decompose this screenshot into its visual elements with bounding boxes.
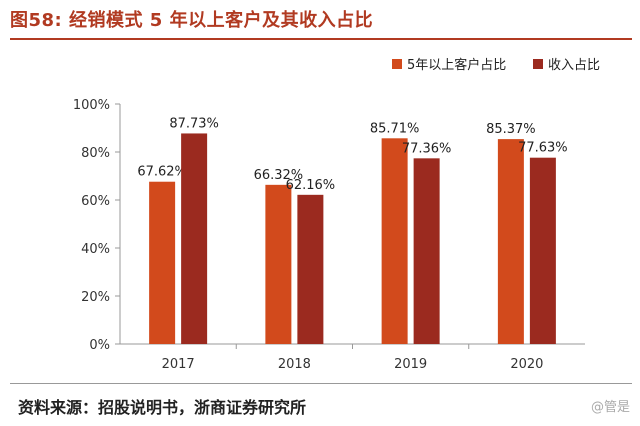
data-label: 66.32%: [254, 168, 304, 183]
y-tick-label: 100%: [73, 98, 110, 113]
bar-customer-share: [265, 184, 292, 344]
footer-divider: [10, 383, 632, 384]
bar-customer-share: [149, 181, 176, 344]
bar-chart: 0% 20% 40% 60% 80% 100% 67.62% 87.73% 2017 66.32%…: [73, 57, 600, 372]
source-note: 资料来源：招股说明书，浙商证券研究所: [18, 398, 307, 417]
legend-label: 5年以上客户占比: [407, 57, 506, 73]
data-label: 67.62%: [137, 165, 187, 180]
bar-revenue-share: [413, 158, 440, 344]
y-tick-label: 0%: [89, 338, 110, 353]
data-label: 77.36%: [402, 141, 452, 156]
data-label: 85.71%: [370, 121, 420, 136]
title-divider: [10, 38, 632, 40]
y-tick-label: 40%: [81, 242, 110, 257]
bar-customer-share: [497, 139, 524, 344]
data-label: 77.63%: [518, 141, 568, 156]
bar-revenue-share: [529, 157, 556, 344]
legend-label: 收入占比: [548, 58, 600, 73]
y-tick-label: 60%: [81, 194, 110, 209]
y-tick-label: 20%: [81, 290, 110, 305]
x-tick-label: 2020: [510, 357, 543, 372]
x-tick-label: 2017: [162, 357, 195, 372]
bar-revenue-share: [181, 133, 208, 344]
data-label: 85.37%: [486, 122, 536, 137]
chart-area: 0% 20% 40% 60% 80% 100% 67.62% 87.73% 2017 66.32%…: [0, 50, 640, 380]
x-tick-label: 2018: [278, 357, 311, 372]
figure-header: 图58: 经销模式 5 年以上客户及其收入占比: [0, 0, 640, 42]
watermark: @管是: [590, 400, 630, 415]
x-tick-label: 2019: [394, 357, 427, 372]
y-tick-label: 80%: [81, 146, 110, 161]
legend-swatch: [533, 59, 543, 69]
figure-title: 图58: 经销模式 5 年以上客户及其收入占比: [10, 10, 374, 31]
bar-revenue-share: [297, 194, 324, 344]
bar-customer-share: [381, 138, 408, 344]
legend-swatch: [392, 59, 402, 69]
data-label: 87.73%: [169, 116, 219, 131]
data-label: 62.16%: [286, 178, 336, 193]
